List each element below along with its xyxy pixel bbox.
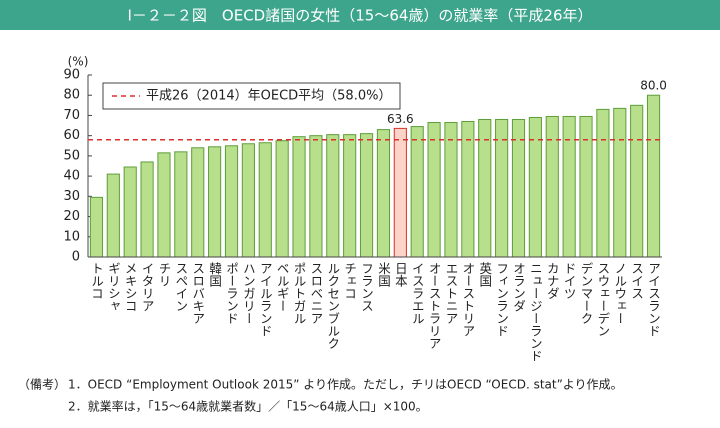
bar [376,129,391,258]
x-tick-label: オーストリア [460,262,475,337]
bar [630,104,644,258]
bar [208,146,222,258]
x-tick-label: メキシコ [123,262,138,312]
bar [191,147,205,258]
x-tick-label: ノルウェー [612,262,627,325]
bar [157,152,171,258]
x-tick-label: フィンランド [494,262,509,337]
x-tick-label: ニュージーランド [528,262,543,362]
legend-label: 平成26（2014）年OECD平均（58.0%） [146,89,391,104]
bar [596,108,610,258]
y-tick-label: 70 [63,108,80,123]
note: 1．OECD “Employment Outlook 2015” より作成。ただ… [68,378,623,392]
x-tick-label: チリ [156,262,171,287]
x-tick-label: スロバキア [190,262,205,325]
y-tick-label: 60 [63,128,80,143]
bar [258,142,272,258]
title-bar [0,0,720,30]
bar [359,133,374,258]
bar [427,122,441,258]
x-tick-label: アイルランド [258,262,273,337]
bar [343,134,357,258]
y-tick-label: 20 [63,209,80,224]
chart-title: Ⅰ－２－２図 OECD諸国の女性（15～64歳）の就業率（平成26年） [128,7,593,25]
x-tick-label: ベルギー [275,262,290,312]
x-tick-label: ポルトガル [292,262,307,325]
value-label: 63.6 [387,112,414,126]
x-tick-label: トルコ [89,262,104,300]
bar [326,134,340,258]
bar [89,196,104,258]
x-tick-label: スロベニア [308,262,323,325]
x-tick-label: イタリア [140,262,155,312]
x-tick-label: アイスランド [646,262,661,337]
x-tick-label: フランス [359,262,374,312]
y-tick-label: 10 [63,229,80,244]
bar [579,115,593,258]
bar [174,151,188,258]
x-tick-label: 日本 [393,262,408,288]
x-tick-label: 韓国 [207,262,222,287]
y-tick-label: 40 [63,169,80,184]
x-tick-label: イスラエル [410,262,425,325]
bar [275,140,289,258]
bar [140,161,154,258]
bar [562,115,576,258]
x-tick-label: デンマーク [579,262,594,325]
note: （備考） [18,377,66,392]
bar [528,116,542,258]
x-tick-label: チェコ [342,262,357,300]
note: 2．就業率は，「15～64歳就業者数」／「15～64歳人口」×100。 [68,399,428,414]
x-tick-label: ギリシャ [106,262,121,312]
bar [444,122,458,258]
bar [646,94,661,258]
x-tick-label: 英国 [477,262,492,287]
bar [241,143,255,258]
x-tick-label: ルクセンブルク [325,262,340,350]
bar [224,145,239,258]
x-tick-label: スペイン [173,262,188,312]
y-tick-label: 50 [63,148,80,163]
x-tick-label: スウェーデン [595,262,610,337]
y-tick-label: 0 [72,250,80,265]
y-tick-label: 80 [63,88,80,103]
x-tick-label: カナダ [545,262,560,300]
bar [309,135,323,258]
x-tick-label: スイス [629,262,644,300]
value-label: 80.0 [640,79,667,93]
bar [410,126,424,258]
x-tick-label: 米国 [376,262,391,287]
bar [393,127,407,258]
y-unit: (%) [68,55,89,69]
x-tick-label: ドイツ [562,262,577,300]
bar [613,107,627,258]
x-tick-label: オランダ [511,262,526,312]
bar [545,115,559,258]
x-tick-label: オーストラリア [427,262,442,350]
legend-box [102,82,401,110]
x-tick-label: ポーランド [224,262,239,325]
y-tick-label: 90 [63,68,80,83]
y-tick-label: 30 [63,189,80,204]
bar [123,166,137,258]
bar [461,121,475,258]
x-tick-label: エストニア [443,262,458,325]
x-tick-label: ハンガリー [241,262,256,325]
bar [106,173,120,258]
bar [292,136,306,258]
